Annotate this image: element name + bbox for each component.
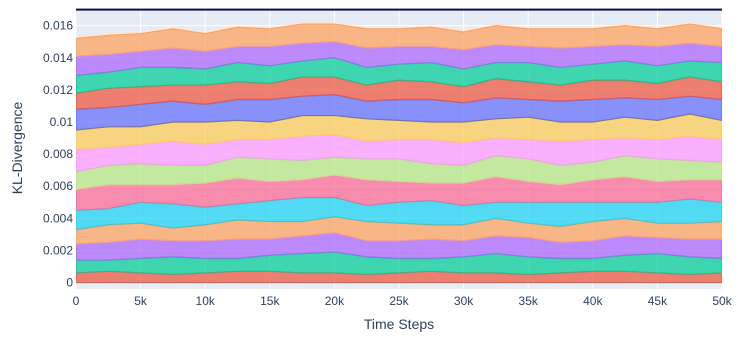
y-axis-title: KL-Divergence bbox=[9, 101, 25, 194]
x-tick-label: 25k bbox=[389, 294, 409, 308]
x-tick-label: 10k bbox=[196, 294, 216, 308]
x-tick-label: 0 bbox=[73, 294, 80, 308]
y-tick-label: 0 bbox=[66, 276, 73, 290]
x-tick-label: 40k bbox=[583, 294, 603, 308]
stacked-area-series bbox=[76, 23, 722, 284]
x-tick-label: 35k bbox=[519, 294, 539, 308]
x-tick-label: 5k bbox=[134, 294, 148, 308]
x-tick-label: 15k bbox=[260, 294, 280, 308]
y-tick-label: 0.016 bbox=[43, 19, 73, 33]
x-tick-label: 30k bbox=[454, 294, 474, 308]
y-tick-label: 0.012 bbox=[43, 83, 73, 97]
x-tick-label: 45k bbox=[648, 294, 668, 308]
y-axis-ticks: 0 0.002 0.004 0.006 0.008 0.01 0.012 0.014 0.016 bbox=[43, 19, 73, 290]
x-tick-label: 50k bbox=[712, 294, 732, 308]
y-tick-label: 0.004 bbox=[43, 211, 73, 225]
y-tick-label: 0.002 bbox=[43, 243, 73, 257]
series-area-14 bbox=[76, 23, 722, 57]
y-tick-label: 0.014 bbox=[43, 51, 73, 65]
x-axis-title: Time Steps bbox=[364, 316, 434, 332]
x-axis-ticks: 0 5k 10k 15k 20k 25k 30k 35k 40k 45k 50k bbox=[73, 294, 733, 308]
x-tick-label: 20k bbox=[325, 294, 345, 308]
y-tick-label: 0.006 bbox=[43, 179, 73, 193]
y-tick-label: 0.008 bbox=[43, 147, 73, 161]
y-tick-label: 0.01 bbox=[50, 115, 74, 129]
